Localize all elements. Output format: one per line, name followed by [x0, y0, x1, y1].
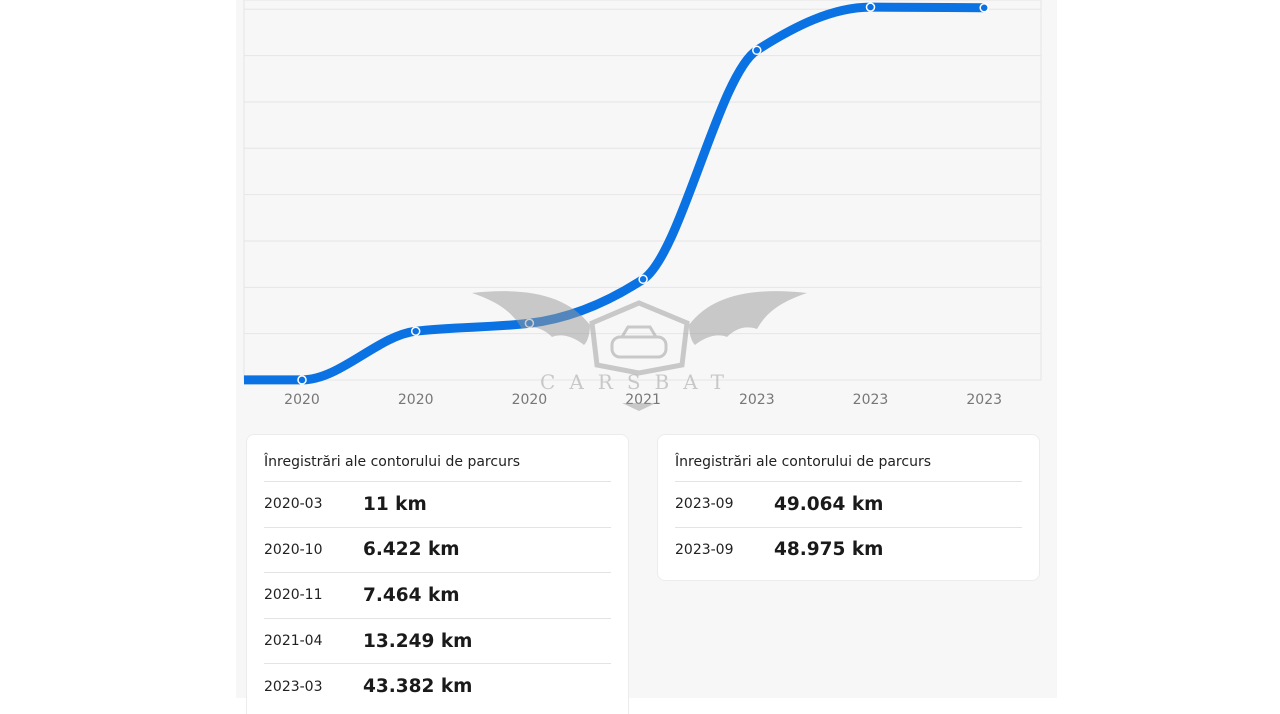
- data-point: [865, 2, 876, 12]
- mileage-panel: 2020 2020 2020 2021 2023 2023 2023 Înregistrăr…: [236, 0, 1057, 714]
- x-tick-label: 2023: [966, 392, 1002, 408]
- x-tick-label: 2020: [512, 392, 548, 408]
- data-point: [524, 318, 535, 329]
- x-axis-ticks: 2020 2020 2020 2021 2023 2023 2023: [284, 392, 1002, 408]
- list-item: 2020-03 11 km: [264, 481, 611, 527]
- record-date: 2020-11: [264, 587, 323, 604]
- list-item: 2023-03 43.382 km: [264, 663, 611, 709]
- odometer-list: 2020-03 11 km 2020-10 6.422 km 2020-11 7…: [264, 481, 611, 709]
- x-tick-label: 2021: [625, 392, 661, 408]
- x-tick-label: 2023: [853, 392, 889, 408]
- record-date: 2021-04: [264, 633, 323, 650]
- x-tick-label: 2020: [398, 392, 434, 408]
- list-item: 2020-10 6.422 km: [264, 526, 611, 573]
- card-title: Înregistrări ale contorului de parcurs: [264, 454, 520, 470]
- record-mileage: 49.064 km: [774, 493, 884, 515]
- record-date: 2023-09: [675, 541, 734, 558]
- data-point: [638, 274, 648, 285]
- record-mileage: 43.382 km: [363, 676, 473, 698]
- card-title: Înregistrări ale contorului de parcurs: [675, 454, 931, 470]
- data-point: [979, 3, 989, 13]
- data-point: [410, 326, 421, 336]
- x-tick-label: 2023: [739, 392, 775, 408]
- record-mileage: 13.249 km: [363, 630, 473, 652]
- record-mileage: 6.422 km: [363, 539, 460, 561]
- list-item: 2023-09 48.975 km: [675, 526, 1022, 573]
- odometer-card-1: Înregistrări ale contorului de parcurs 2…: [246, 434, 629, 714]
- x-tick-label: 2020: [284, 392, 320, 408]
- record-date: 2020-03: [264, 496, 323, 513]
- data-point: [752, 45, 762, 56]
- odometer-card-2: Înregistrări ale contorului de parcurs 2…: [657, 434, 1040, 581]
- data-point: [297, 375, 307, 385]
- record-mileage: 11 km: [363, 493, 427, 515]
- record-mileage: 48.975 km: [774, 539, 884, 561]
- record-mileage: 7.464 km: [363, 584, 460, 606]
- mileage-chart: 2020 2020 2020 2021 2023 2023 2023: [243, 0, 1042, 408]
- record-date: 2023-09: [675, 496, 734, 513]
- list-item: 2023-09 49.064 km: [675, 481, 1022, 527]
- record-date: 2023-03: [264, 678, 323, 695]
- plot-area: [243, 0, 1042, 381]
- list-item: 2020-11 7.464 km: [264, 572, 611, 618]
- record-date: 2020-10: [264, 541, 323, 558]
- odometer-list: 2023-09 49.064 km 2023-09 48.975 km: [675, 481, 1022, 572]
- chart-grid: [244, 8, 1041, 335]
- list-item: 2021-04 13.249 km: [264, 617, 611, 664]
